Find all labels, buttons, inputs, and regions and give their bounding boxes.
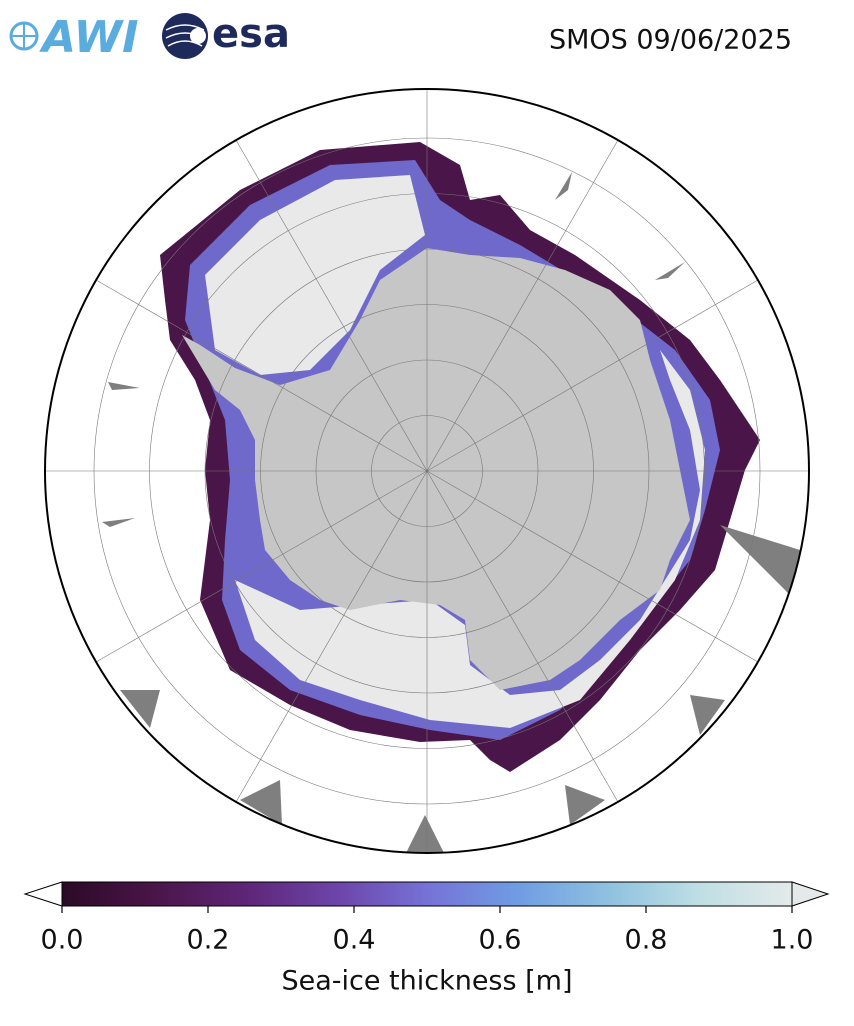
awi-logo: AWI [9, 12, 139, 63]
colorbar-label: Sea-ice thickness [m] [281, 966, 572, 997]
colorbar: Sea-ice thickness [m] [23, 881, 830, 997]
colorbar-tick-label: 0.2 [187, 925, 230, 956]
colorbar-tick-label: 1.0 [771, 925, 814, 956]
colorbar-tick-label: 0.4 [333, 925, 376, 956]
colorbar-tick-label: 0.8 [625, 925, 668, 956]
ross-ice [235, 350, 705, 728]
graticule [45, 89, 809, 853]
colorbar-bar [61, 881, 793, 907]
map [45, 89, 809, 853]
esa-logo: esa [162, 11, 290, 59]
colorbar-under [23, 881, 63, 907]
logo-text: AWI [39, 12, 139, 63]
colorbar-tick-label: 0.6 [479, 925, 522, 956]
title: SMOS 09/06/2025 [549, 25, 792, 56]
logo-text: esa [212, 11, 290, 57]
antarctica [182, 248, 690, 690]
colorbar-over [791, 881, 830, 907]
map-border [44, 88, 810, 854]
colorbar-tick-label: 0.0 [41, 925, 84, 956]
